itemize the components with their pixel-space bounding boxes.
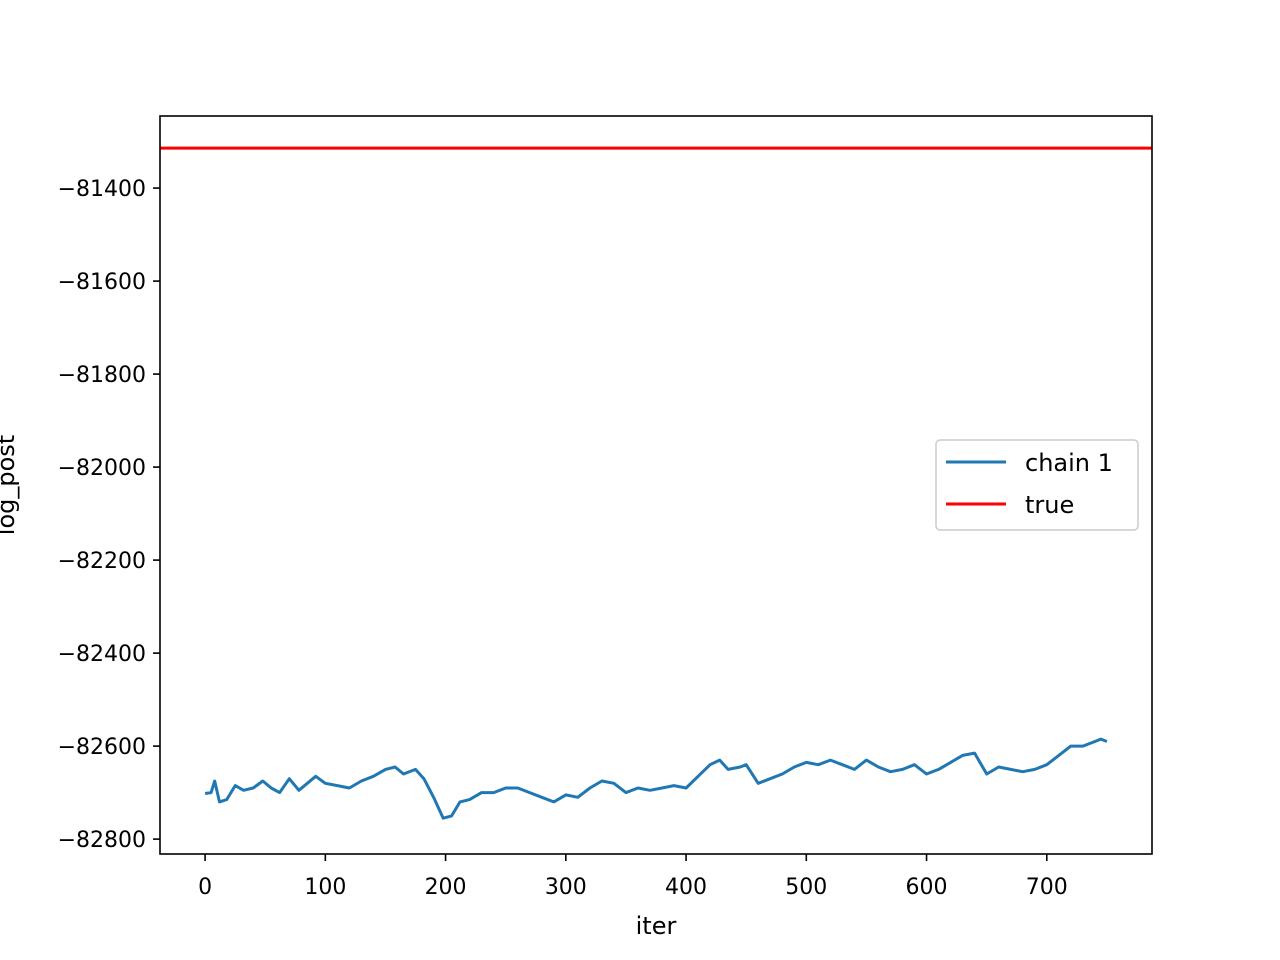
x-tick-label: 600 bbox=[906, 875, 948, 900]
y-tick-label: −82800 bbox=[58, 828, 146, 853]
x-tick-label: 500 bbox=[785, 875, 827, 900]
y-tick-label: −82000 bbox=[58, 456, 146, 481]
y-tick-label: −81800 bbox=[58, 363, 146, 388]
y-tick-label: −82400 bbox=[58, 642, 146, 667]
y-axis-label: log_post bbox=[0, 435, 20, 535]
y-tick-label: −82200 bbox=[58, 549, 146, 574]
x-axis-label: iter bbox=[636, 912, 677, 940]
x-tick-label: 700 bbox=[1026, 875, 1068, 900]
x-tick-label: 300 bbox=[545, 875, 587, 900]
y-tick-label: −81400 bbox=[58, 177, 146, 202]
legend: chain 1 true bbox=[935, 439, 1139, 531]
x-tick-label: 400 bbox=[665, 875, 707, 900]
y-tick-label: −82600 bbox=[58, 735, 146, 760]
legend-label: true bbox=[1025, 491, 1074, 519]
plot-frame bbox=[159, 115, 1153, 855]
y-axis: −82800 −82600 −82400 −82200 −82000 −81800 −816… bbox=[58, 177, 160, 853]
x-tick-label: 100 bbox=[304, 875, 346, 900]
legend-label: chain 1 bbox=[1025, 449, 1113, 477]
series-layer bbox=[160, 146, 1152, 820]
y-tick-label: −81600 bbox=[58, 270, 146, 295]
x-axis: 0 100 200 300 400 500 600 700 bbox=[198, 854, 1068, 900]
x-tick-label: 200 bbox=[425, 875, 467, 900]
x-tick-label: 0 bbox=[198, 875, 212, 900]
